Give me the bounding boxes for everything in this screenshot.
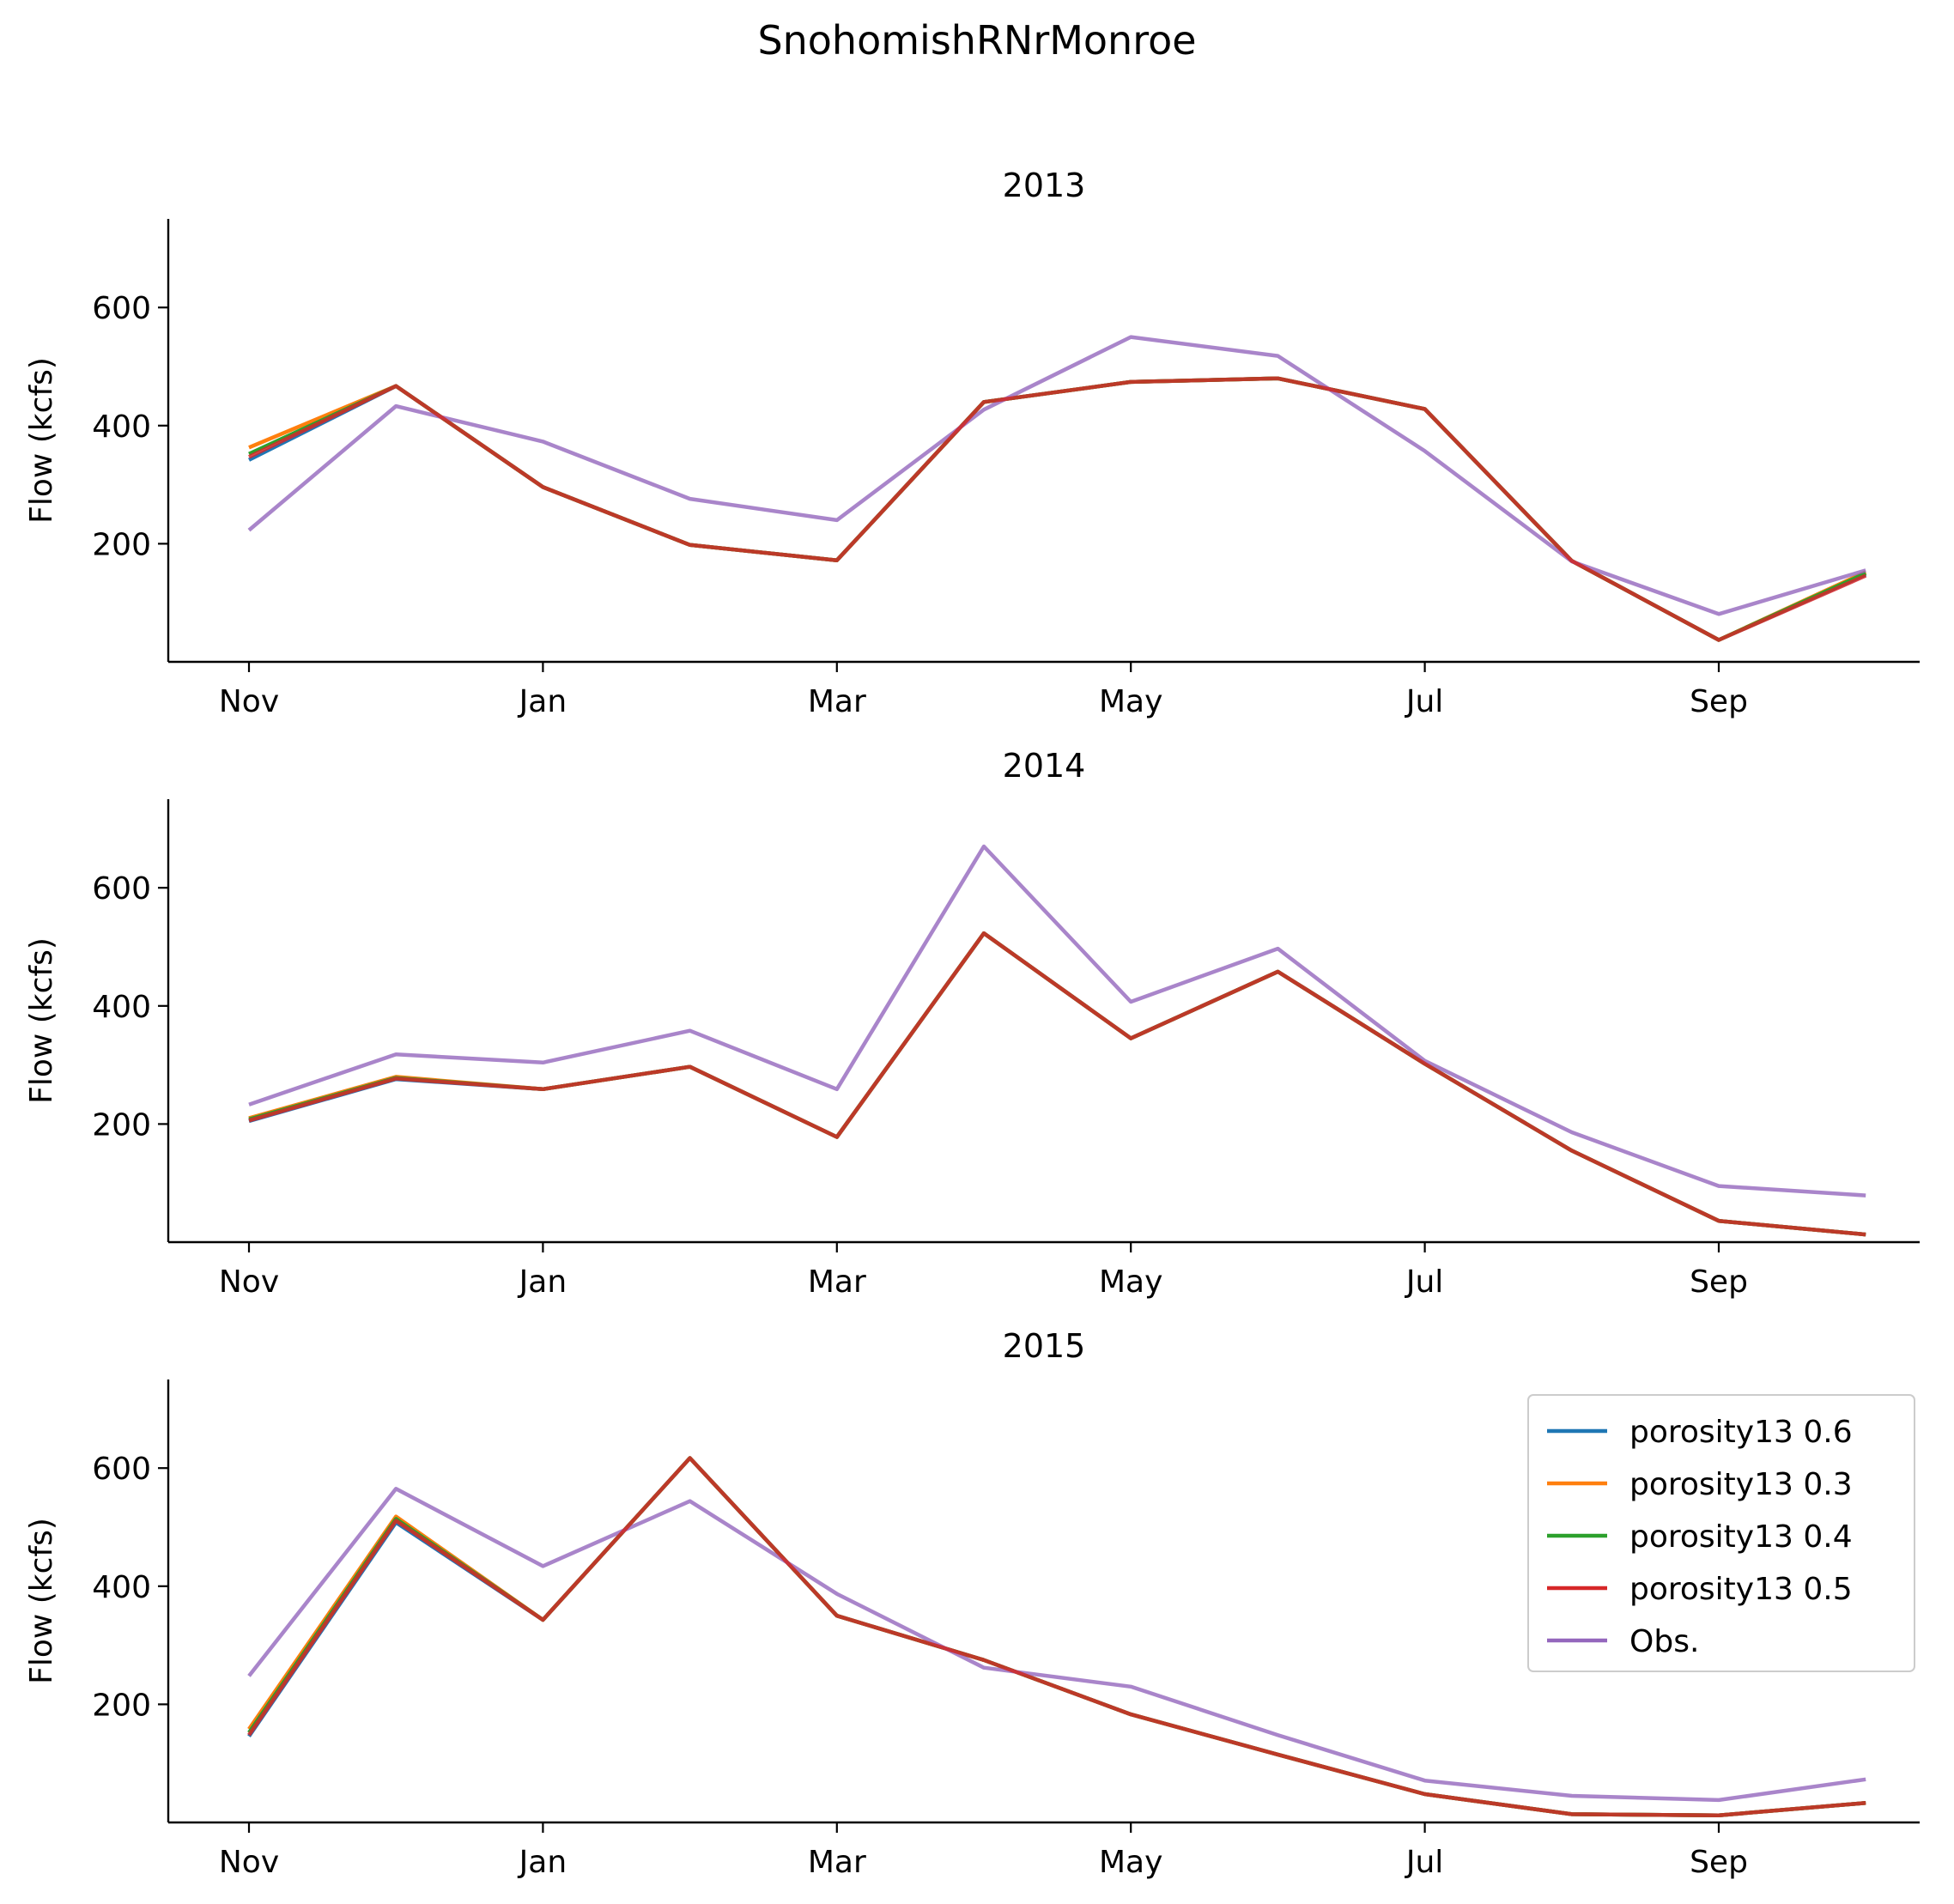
legend-entry-label: porosity13 0.3 [1629,1467,1853,1502]
panel-3-xtick-label: Jan [518,1845,567,1880]
panel-1-title: 2013 [1003,167,1086,204]
panel-2-title: 2014 [1003,747,1086,785]
panel-3-ytick-label: 400 [92,1570,151,1605]
panel-2-xtick-label: May [1099,1264,1162,1300]
panel-1-xtick-label: Sep [1690,684,1748,719]
panel-3-ylabel: Flow (kcfs) [24,1518,59,1684]
panel-3-xtick-label: Jul [1405,1845,1443,1880]
panel-2-xtick-label: Nov [219,1264,279,1300]
panel-3-title: 2015 [1003,1327,1086,1365]
panel-3-xtick-label: Mar [808,1845,866,1880]
panel-1-series-obs- [247,335,1866,616]
panel-1-ytick-label: 400 [92,409,151,445]
panel-2-xtick-label: Jan [518,1264,567,1300]
panel-3-ytick-label: 600 [92,1452,151,1487]
panel-3-series-obs- [247,1487,1866,1803]
panel-1-series-porosity13-0-3 [248,376,1867,642]
panel-2-xtick-label: Sep [1690,1264,1748,1300]
panel-2-ytick-label: 600 [92,871,151,907]
panel-1-xtick-label: Mar [808,684,866,719]
panel-1-xtick-label: Jan [518,684,567,719]
panel-3-xtick-label: Sep [1690,1845,1748,1880]
panel-1-xtick-label: Nov [219,684,279,719]
legend-entry-label: porosity13 0.4 [1629,1519,1853,1555]
panel-2-xtick-label: Mar [808,1264,866,1300]
panel-2-ytick-label: 400 [92,990,151,1025]
panel-3-series-porosity13-0-5 [247,1456,1866,1817]
figure-title: SnohomishRNrMonroe [757,17,1197,64]
panel-2-ytick-label: 200 [92,1107,151,1143]
legend-entry-label: porosity13 0.6 [1629,1415,1853,1450]
panel-3-xtick-label: Nov [219,1845,279,1880]
panel-1-xtick-label: May [1099,684,1162,719]
panel-3-xtick-label: May [1099,1845,1162,1880]
panel-1-ylabel: Flow (kcfs) [24,357,59,524]
panel-2-series-obs- [248,844,1866,1198]
panel-2-series-porosity13-0-5 [248,931,1866,1237]
panel-1-series-porosity13-0-5 [248,376,1867,642]
legend-box [1527,1394,1915,1672]
panel-1-ytick-label: 600 [92,291,151,326]
legend-entry-label: porosity13 0.5 [1629,1572,1853,1607]
panel-3-ytick-label: 200 [92,1688,151,1723]
panel-2-xtick-label: Jul [1405,1264,1443,1300]
panel-1-ytick-label: 200 [92,527,151,562]
legend-entry-label: Obs. [1629,1624,1699,1659]
panel-1-series-porosity13-0-4 [248,376,1867,642]
panel-1-xtick-label: Jul [1405,684,1443,719]
panel-2-ylabel: Flow (kcfs) [24,937,59,1104]
panel-1-series-porosity13-0-6 [247,376,1867,642]
